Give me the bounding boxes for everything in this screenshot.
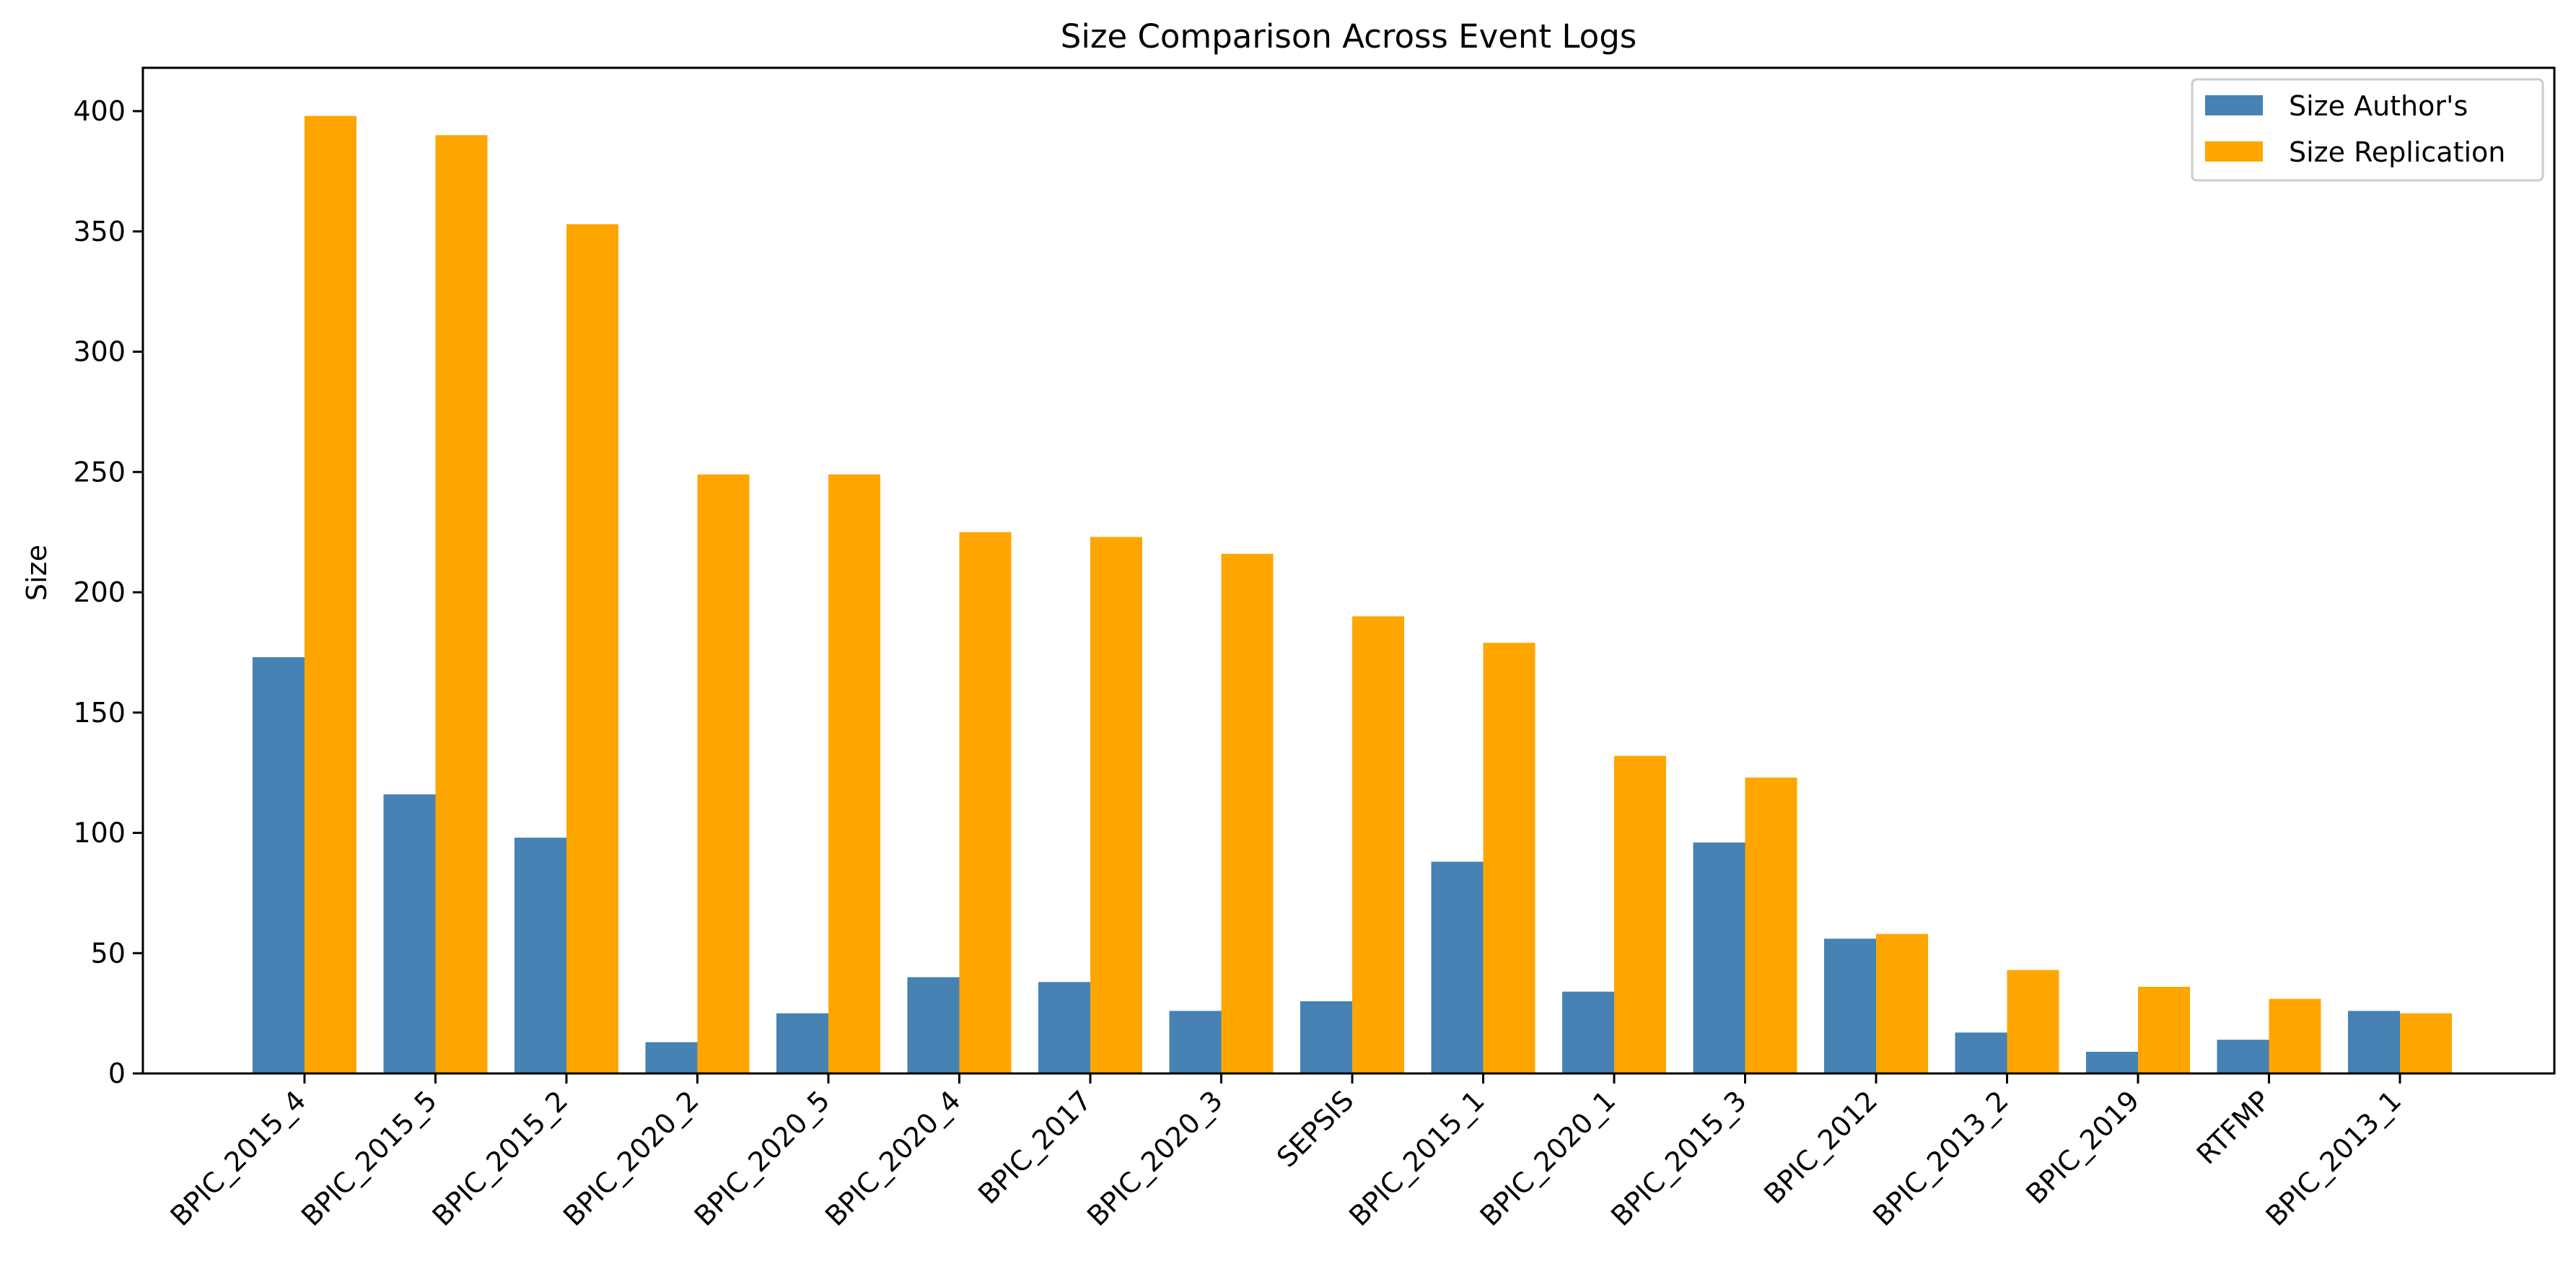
- x-tick-label: BPIC_2020_2: [557, 1084, 705, 1232]
- bar-replication-BPIC_2017: [1090, 537, 1142, 1073]
- bar-replication-BPIC_2015_3: [1745, 777, 1797, 1073]
- plot-area-frame: [141, 66, 2556, 1075]
- bar-replication-BPIC_2015_1: [1483, 643, 1535, 1073]
- x-tick-label: BPIC_2015_5: [295, 1084, 443, 1232]
- bar-replication-BPIC_2020_3: [1221, 553, 1274, 1073]
- x-axis-ticks: BPIC_2015_4BPIC_2015_5BPIC_2015_2BPIC_20…: [165, 1073, 2408, 1232]
- x-tick-label: BPIC_2015_2: [426, 1084, 574, 1232]
- x-tick-label: BPIC_2017: [972, 1084, 1098, 1210]
- bar-author-BPIC_2020_4: [907, 977, 960, 1073]
- x-tick-label: BPIC_2020_5: [688, 1084, 836, 1232]
- x-tick-label: BPIC_2013_1: [2260, 1084, 2408, 1232]
- y-tick-label: 350: [73, 216, 126, 247]
- legend-label-author: Size Author's: [2289, 90, 2468, 122]
- bars-layer: [253, 115, 2452, 1074]
- y-axis-ticks: 0 50 100 150 200 250 300 350 400: [73, 95, 143, 1089]
- x-tick-label: BPIC_2015_1: [1343, 1084, 1491, 1232]
- bar-author-BPIC_2012: [1824, 939, 1876, 1073]
- x-tick-label: BPIC_2020_1: [1474, 1084, 1622, 1232]
- bar-replication-BPIC_2012: [1876, 933, 1928, 1073]
- bar-replication-BPIC_2013_2: [2007, 970, 2059, 1073]
- y-tick-label: 400: [73, 95, 126, 127]
- bar-author-BPIC_2015_2: [514, 838, 566, 1073]
- bar-replication-BPIC_2020_5: [828, 474, 880, 1073]
- bar-author-BPIC_2015_4: [253, 657, 305, 1073]
- x-tick-label: BPIC_2020_4: [819, 1084, 967, 1232]
- x-tick-label: BPIC_2015_3: [1605, 1084, 1753, 1232]
- bar-replication-BPIC_2020_2: [697, 474, 750, 1073]
- y-tick-label: 0: [108, 1058, 126, 1089]
- x-tick-label: RTFMP: [2191, 1084, 2277, 1170]
- y-tick-label: 50: [91, 937, 126, 969]
- bar-author-BPIC_2017: [1038, 982, 1090, 1073]
- y-tick-label: 150: [73, 697, 126, 729]
- bar-author-BPIC_2013_2: [1955, 1032, 2007, 1073]
- x-tick-label: BPIC_2015_4: [165, 1084, 312, 1232]
- legend-label-replication: Size Replication: [2289, 136, 2505, 168]
- bar-replication-BPIC_2020_1: [1614, 755, 1666, 1073]
- bar-replication-BPIC_2013_1: [2400, 1013, 2452, 1073]
- bar-replication-BPIC_2015_5: [435, 135, 488, 1074]
- bar-author-RTFMP: [2217, 1040, 2269, 1073]
- bar-replication-BPIC_2015_2: [566, 224, 618, 1074]
- y-tick-label: 100: [73, 817, 126, 849]
- bar-author-BPIC_2020_5: [776, 1013, 828, 1073]
- bar-replication-RTFMP: [2269, 998, 2321, 1073]
- chart-title: Size Comparison Across Event Logs: [1061, 17, 1637, 56]
- bar-author-BPIC_2020_3: [1169, 1011, 1222, 1073]
- x-tick-label: BPIC_2020_3: [1081, 1084, 1229, 1232]
- x-tick-label: BPIC_2012: [1758, 1084, 1883, 1210]
- bar-author-BPIC_2019: [2086, 1051, 2138, 1073]
- bar-author-BPIC_2020_1: [1562, 991, 1614, 1073]
- bar-replication-BPIC_2020_4: [959, 532, 1012, 1073]
- x-tick-label: BPIC_2019: [2020, 1084, 2145, 1210]
- x-tick-label: SEPSIS: [1271, 1084, 1359, 1173]
- y-tick-label: 250: [73, 456, 126, 488]
- bar-author-BPIC_2013_1: [2348, 1011, 2400, 1073]
- bar-replication-BPIC_2015_4: [305, 115, 356, 1073]
- bar-author-BPIC_2015_1: [1431, 861, 1484, 1073]
- bar-author-SEPSIS: [1300, 1001, 1352, 1073]
- y-tick-label: 300: [73, 336, 126, 368]
- legend-box: [2191, 78, 2544, 182]
- legend-swatch-author: [2205, 95, 2263, 115]
- bar-author-BPIC_2020_2: [645, 1042, 698, 1073]
- bar-author-BPIC_2015_3: [1693, 842, 1745, 1073]
- legend-swatch-replication: [2205, 141, 2263, 162]
- y-axis-label: Size: [21, 545, 53, 601]
- y-tick-label: 200: [73, 576, 126, 608]
- legend: Size Author's Size Replication: [2191, 78, 2544, 182]
- bar-replication-SEPSIS: [1352, 616, 1404, 1073]
- x-tick-label: BPIC_2013_2: [1867, 1084, 2015, 1232]
- bar-author-BPIC_2015_5: [383, 794, 436, 1073]
- bar-replication-BPIC_2019: [2138, 986, 2190, 1073]
